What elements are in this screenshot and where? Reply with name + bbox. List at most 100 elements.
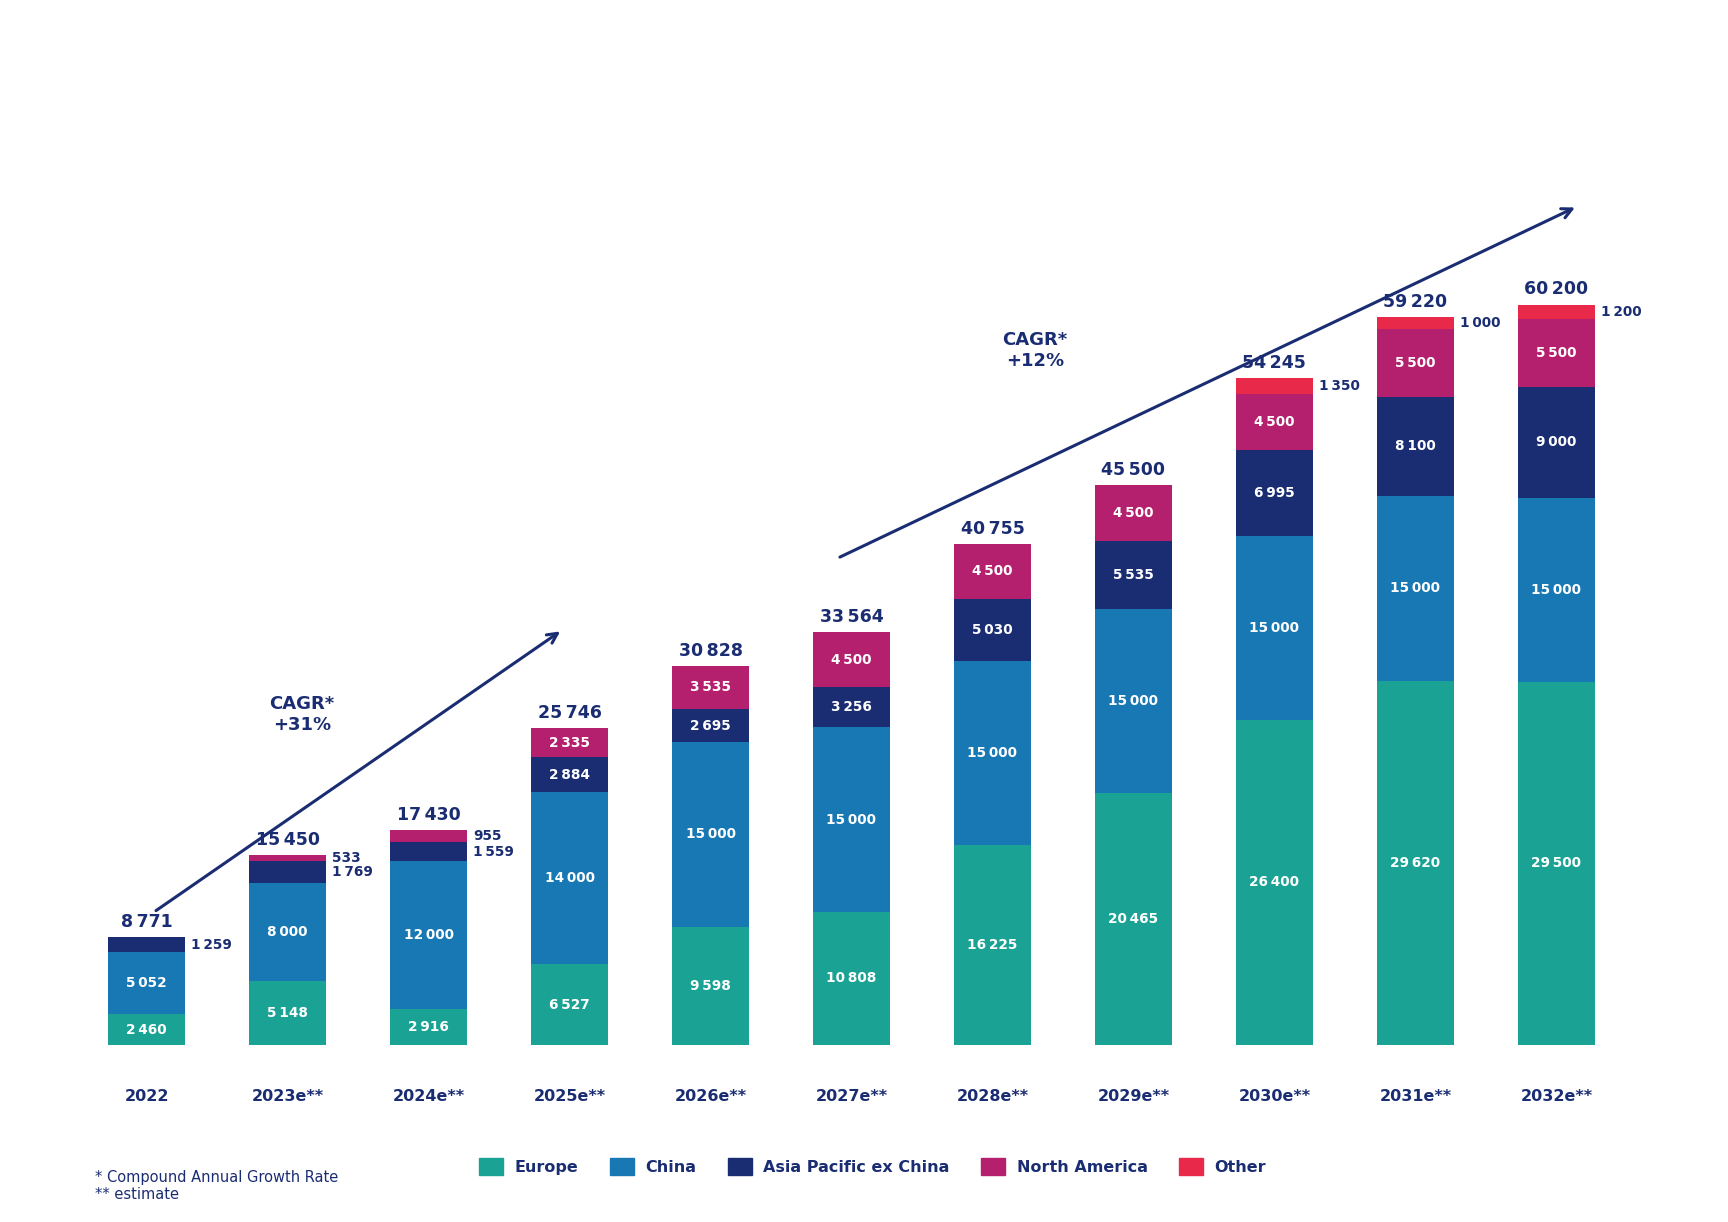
Bar xyxy=(1377,397,1455,496)
Text: 45 500: 45 500 xyxy=(1101,461,1165,479)
Bar xyxy=(672,742,750,926)
Text: 8 000: 8 000 xyxy=(268,925,308,940)
Bar xyxy=(391,862,467,1009)
Text: 6 527: 6 527 xyxy=(550,997,589,1012)
Bar xyxy=(1517,682,1595,1045)
Bar xyxy=(672,709,750,742)
Text: * Compound Annual Growth Rate: * Compound Annual Growth Rate xyxy=(95,1169,339,1184)
Bar xyxy=(107,937,185,952)
Bar xyxy=(954,544,1032,599)
Text: 29 500: 29 500 xyxy=(1531,857,1581,870)
Bar xyxy=(1377,316,1455,329)
Text: 4 500: 4 500 xyxy=(1255,415,1294,429)
Bar xyxy=(1236,535,1313,720)
Bar xyxy=(530,728,608,756)
Text: 3 535: 3 535 xyxy=(689,681,731,694)
Text: 533: 533 xyxy=(332,851,361,865)
Bar xyxy=(530,964,608,1045)
Text: 6 995: 6 995 xyxy=(1255,485,1294,500)
Bar xyxy=(1377,329,1455,397)
Text: 17 430: 17 430 xyxy=(397,807,460,824)
Text: CAGR*
+31%: CAGR* +31% xyxy=(270,695,334,734)
Bar xyxy=(1094,485,1172,540)
Text: 15 000: 15 000 xyxy=(1108,694,1158,708)
Text: CAGR*
+12%: CAGR* +12% xyxy=(1002,331,1068,370)
Text: 14 000: 14 000 xyxy=(544,871,594,886)
Text: 15 000: 15 000 xyxy=(1249,621,1299,635)
Bar xyxy=(1377,496,1455,681)
Text: 26 400: 26 400 xyxy=(1249,875,1299,890)
Text: 5 500: 5 500 xyxy=(1394,356,1436,370)
Bar xyxy=(391,842,467,862)
Text: 4 500: 4 500 xyxy=(831,653,871,667)
Bar xyxy=(672,666,750,709)
Text: 2 916: 2 916 xyxy=(408,1019,449,1034)
Bar xyxy=(391,831,467,842)
Text: 5 535: 5 535 xyxy=(1113,568,1154,582)
Legend: Europe, China, Asia Pacific ex China, North America, Other: Europe, China, Asia Pacific ex China, No… xyxy=(473,1151,1272,1182)
Text: 15 000: 15 000 xyxy=(1391,582,1441,595)
Text: 4 500: 4 500 xyxy=(973,565,1013,578)
Text: 54 245: 54 245 xyxy=(1242,353,1306,371)
Text: 15 000: 15 000 xyxy=(968,745,1018,760)
Text: 3 256: 3 256 xyxy=(831,700,873,715)
Bar xyxy=(107,1014,185,1045)
Text: 33 564: 33 564 xyxy=(819,607,883,626)
Text: 5 052: 5 052 xyxy=(126,976,168,990)
Text: 2 460: 2 460 xyxy=(126,1023,168,1036)
Text: 4 500: 4 500 xyxy=(1113,506,1154,521)
Text: 8 771: 8 771 xyxy=(121,913,173,931)
Text: 5 030: 5 030 xyxy=(973,623,1013,637)
Bar xyxy=(530,792,608,964)
Text: 9 598: 9 598 xyxy=(689,979,731,992)
Bar xyxy=(954,661,1032,846)
Bar xyxy=(1517,319,1595,387)
Bar xyxy=(249,884,327,981)
Bar xyxy=(1236,378,1313,395)
Bar xyxy=(812,687,890,727)
Text: 15 000: 15 000 xyxy=(826,813,876,826)
Bar xyxy=(1517,387,1595,497)
Text: 30 828: 30 828 xyxy=(679,642,743,660)
Text: 1 200: 1 200 xyxy=(1600,306,1642,319)
Bar xyxy=(1377,681,1455,1045)
Text: 60 200: 60 200 xyxy=(1524,281,1588,298)
Bar xyxy=(1517,497,1595,682)
Text: 2 695: 2 695 xyxy=(689,719,731,733)
Bar xyxy=(107,952,185,1014)
Bar xyxy=(1236,720,1313,1045)
Text: 8 100: 8 100 xyxy=(1394,440,1436,453)
Text: 16 225: 16 225 xyxy=(968,938,1018,952)
Bar xyxy=(812,632,890,687)
Text: 9 000: 9 000 xyxy=(1536,435,1576,450)
Bar xyxy=(954,846,1032,1045)
Text: 1 259: 1 259 xyxy=(192,937,232,952)
Text: 59 220: 59 220 xyxy=(1384,292,1448,310)
Text: 1 769: 1 769 xyxy=(332,865,373,879)
Text: 955: 955 xyxy=(473,830,501,843)
Bar xyxy=(1236,450,1313,535)
Text: 29 620: 29 620 xyxy=(1391,855,1441,870)
Bar xyxy=(1094,793,1172,1045)
Bar xyxy=(1094,540,1172,609)
Text: 1 000: 1 000 xyxy=(1460,315,1500,330)
Text: 15 000: 15 000 xyxy=(686,827,736,842)
Bar xyxy=(1094,609,1172,793)
Bar xyxy=(812,727,890,912)
Text: 40 755: 40 755 xyxy=(961,519,1025,538)
Text: 15 000: 15 000 xyxy=(1531,583,1581,596)
Text: 12 000: 12 000 xyxy=(404,927,453,942)
Bar xyxy=(1236,395,1313,450)
Bar xyxy=(249,862,327,884)
Bar xyxy=(249,981,327,1045)
Bar xyxy=(812,912,890,1045)
Text: 10 808: 10 808 xyxy=(826,971,876,985)
Text: 5 148: 5 148 xyxy=(268,1006,308,1020)
Text: 20 465: 20 465 xyxy=(1108,912,1158,926)
Text: 15 450: 15 450 xyxy=(256,831,320,848)
Bar xyxy=(530,756,608,792)
Bar xyxy=(249,854,327,862)
Text: 1 350: 1 350 xyxy=(1318,379,1360,393)
Text: 25 746: 25 746 xyxy=(537,704,601,722)
Text: 1 559: 1 559 xyxy=(473,844,513,859)
